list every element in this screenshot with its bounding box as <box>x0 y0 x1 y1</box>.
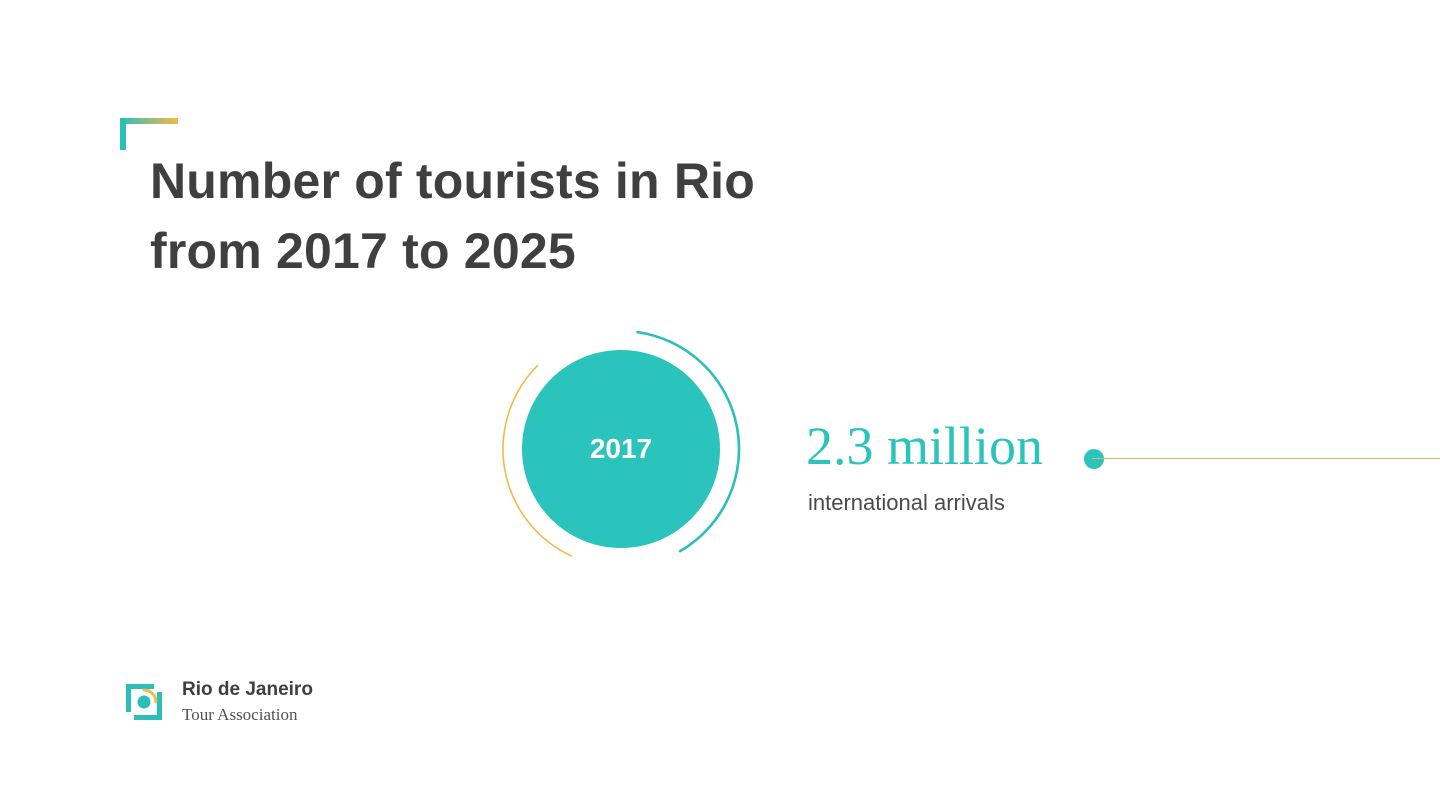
stat-value: 2.3 million <box>806 419 1043 473</box>
page-title: Number of tourists in Rio from 2017 to 2… <box>150 146 755 286</box>
accent-vertical <box>120 118 126 150</box>
accent-horizontal <box>120 118 178 124</box>
stat-year: 2017 <box>590 433 652 465</box>
brand-logo-mark <box>120 678 168 726</box>
brand-tagline: Tour Association <box>182 705 313 725</box>
brand-logo: Rio de Janeiro Tour Association <box>120 678 313 726</box>
title-line-1: Number of tourists in Rio <box>150 153 755 209</box>
title-line-2: from 2017 to 2025 <box>150 223 576 279</box>
stat-caption: international arrivals <box>808 490 1005 516</box>
stat-circle-fill: 2017 <box>522 350 720 548</box>
connector-dot <box>1084 449 1104 469</box>
year-stat-circle: 2017 <box>498 326 744 572</box>
logo-icon <box>120 678 168 726</box>
brand-name: Rio de Janeiro <box>182 679 313 701</box>
brand-logo-text: Rio de Janeiro Tour Association <box>182 679 313 725</box>
connector-line <box>1092 458 1440 459</box>
